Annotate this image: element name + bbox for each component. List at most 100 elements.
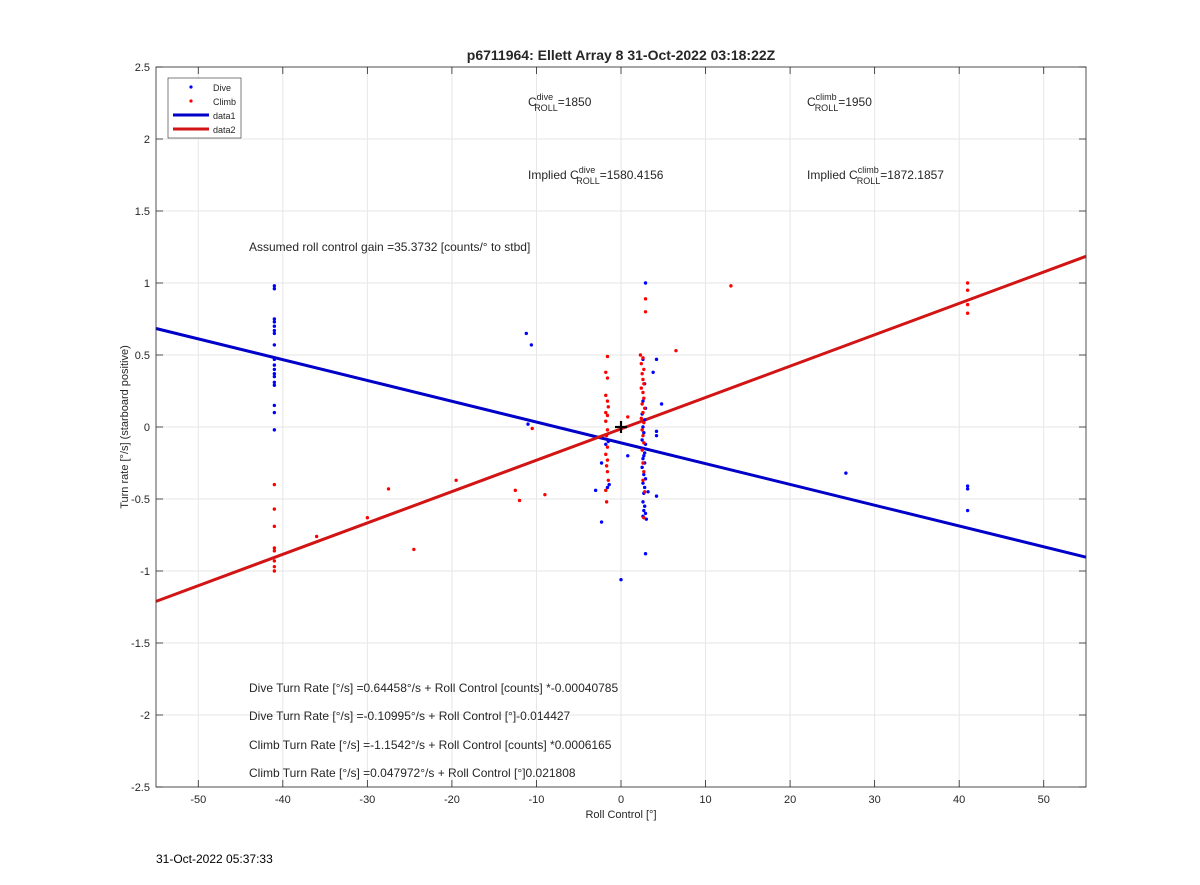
point-dive bbox=[642, 431, 646, 435]
footer-timestamp: 31-Oct-2022 05:37:33 bbox=[156, 852, 273, 866]
point-climb bbox=[639, 416, 643, 421]
point-climb bbox=[604, 370, 608, 374]
point-dive bbox=[272, 383, 277, 387]
y-axis-label: Turn rate [°/s] (starboard positive) bbox=[119, 345, 131, 509]
point-dive bbox=[654, 429, 659, 434]
point-climb bbox=[605, 399, 610, 403]
point-climb bbox=[641, 410, 645, 415]
point-climb bbox=[272, 564, 277, 569]
point-dive bbox=[641, 500, 645, 504]
point-dive bbox=[272, 331, 277, 336]
point-dive bbox=[642, 418, 647, 422]
point-dive bbox=[605, 485, 610, 490]
y-tick-label: 0 bbox=[144, 422, 150, 434]
point-dive bbox=[641, 399, 645, 403]
point-climb bbox=[412, 547, 416, 552]
point-climb bbox=[604, 419, 608, 423]
x-tick-label: 50 bbox=[1038, 794, 1050, 806]
point-dive bbox=[607, 482, 611, 487]
point-climb bbox=[639, 361, 643, 366]
point-dive bbox=[272, 403, 277, 408]
point-climb bbox=[642, 420, 646, 425]
point-dive bbox=[640, 465, 644, 470]
point-climb bbox=[642, 441, 646, 445]
point-dive bbox=[644, 517, 649, 521]
point-climb bbox=[604, 433, 609, 438]
annotation-c-dive: Cdive ROLL=1850 bbox=[528, 92, 592, 113]
annotation-c-climb: Cclimb ROLL=1950 bbox=[807, 92, 872, 113]
x-tick-label: 10 bbox=[699, 794, 711, 806]
legend-label-data1: data1 bbox=[213, 111, 236, 121]
point-climb bbox=[604, 452, 608, 457]
y-tick-label: 2.5 bbox=[135, 62, 150, 74]
point-climb bbox=[965, 281, 970, 285]
y-tick-label: -0.5 bbox=[131, 494, 150, 506]
legend: Dive Climb data1 data2 bbox=[167, 77, 242, 139]
point-dive bbox=[654, 494, 659, 498]
point-dive bbox=[272, 324, 277, 328]
point-climb bbox=[626, 415, 630, 419]
point-dive bbox=[965, 487, 970, 491]
point-climb bbox=[386, 487, 391, 491]
point-climb bbox=[641, 377, 645, 382]
point-climb bbox=[604, 488, 608, 493]
y-tick-label: 1.5 bbox=[135, 206, 150, 218]
point-climb bbox=[640, 372, 644, 376]
point-dive bbox=[641, 456, 645, 461]
point-dive bbox=[272, 363, 277, 367]
point-dive bbox=[641, 425, 645, 429]
point-climb bbox=[605, 458, 610, 462]
annotation-implied-climb: Implied Cclimb ROLL=1872.1857 bbox=[807, 165, 944, 186]
point-climb bbox=[642, 406, 647, 410]
point-dive bbox=[529, 343, 534, 347]
legend-label-climb: Climb bbox=[213, 97, 236, 107]
point-climb bbox=[517, 498, 522, 503]
point-dive bbox=[606, 439, 611, 444]
point-dive bbox=[272, 357, 277, 362]
point-dive bbox=[965, 484, 970, 488]
point-dive bbox=[593, 488, 598, 493]
x-tick-label: -10 bbox=[529, 794, 545, 806]
point-dive bbox=[272, 367, 277, 372]
point-climb bbox=[641, 461, 645, 465]
y-tick-label: 2 bbox=[144, 134, 150, 146]
point-climb bbox=[639, 386, 643, 390]
point-climb bbox=[605, 413, 610, 418]
point-dive bbox=[272, 428, 277, 432]
point-climb bbox=[272, 524, 277, 529]
point-dive bbox=[641, 481, 645, 485]
point-dive bbox=[272, 380, 277, 385]
point-climb bbox=[965, 288, 970, 292]
point-dive bbox=[272, 343, 277, 347]
point-dive bbox=[642, 485, 647, 490]
point-climb bbox=[642, 516, 646, 520]
point-climb bbox=[642, 367, 646, 372]
point-dive bbox=[619, 577, 623, 582]
point-dive bbox=[272, 284, 277, 288]
x-tick-label: 40 bbox=[953, 794, 965, 806]
point-climb bbox=[640, 402, 644, 406]
annotation-gain: Assumed roll control gain =35.3732 [coun… bbox=[249, 240, 530, 254]
point-dive bbox=[626, 454, 630, 458]
point-climb bbox=[642, 396, 646, 400]
point-dive bbox=[272, 372, 277, 376]
point-dive bbox=[272, 328, 277, 333]
point-climb bbox=[640, 448, 644, 452]
legend-marker-climb bbox=[189, 99, 193, 103]
x-tick-label: -40 bbox=[275, 794, 291, 806]
point-climb bbox=[604, 393, 608, 398]
point-dive bbox=[272, 374, 277, 379]
point-dive bbox=[643, 281, 648, 285]
point-dive bbox=[526, 422, 530, 426]
annotation-eq-3: Climb Turn Rate [°/s] =-1.1542°/s + Roll… bbox=[249, 738, 612, 752]
point-climb bbox=[643, 297, 648, 301]
point-climb bbox=[272, 559, 277, 563]
point-dive bbox=[272, 410, 277, 415]
point-climb bbox=[674, 348, 678, 353]
axis-ticks: -50 -40 -30 -20 -10 0 10 20 30 40 50-2.5-2-1.5-1-0… bbox=[131, 62, 1086, 806]
point-dive bbox=[643, 552, 648, 556]
chart-title: p6711964: Ellett Array 8 31-Oct-2022 03:… bbox=[467, 47, 776, 63]
point-climb bbox=[530, 426, 534, 431]
point-climb bbox=[641, 433, 645, 438]
